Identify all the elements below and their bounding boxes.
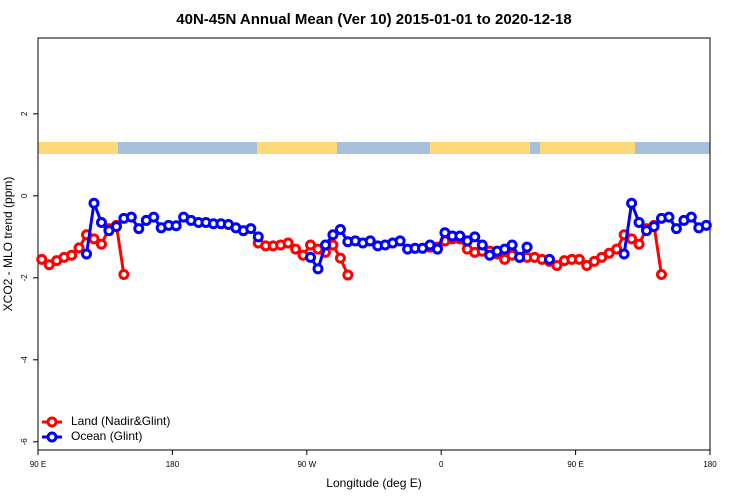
data-point xyxy=(394,235,406,247)
data-point xyxy=(543,253,555,265)
legend-marker xyxy=(46,431,58,443)
legend-marker xyxy=(46,416,58,428)
x-tick-label: 180 xyxy=(166,460,180,469)
y-tick-label: -2 xyxy=(20,274,29,282)
data-point xyxy=(685,211,697,223)
y-tick-label: -4 xyxy=(20,356,29,364)
data-point xyxy=(88,197,100,209)
data-point xyxy=(670,223,682,235)
x-axis-label: Longitude (deg E) xyxy=(326,476,421,490)
legend-label: Land (Nadir&Glint) xyxy=(71,414,170,428)
data-point xyxy=(431,243,443,255)
data-point xyxy=(95,238,107,250)
land-ocean-strip xyxy=(38,142,710,154)
data-point xyxy=(334,252,346,264)
data-point xyxy=(305,251,317,263)
y-tick-label: -6 xyxy=(20,438,29,446)
data-point xyxy=(663,211,675,223)
legend-label: Ocean (Glint) xyxy=(71,429,142,443)
data-point xyxy=(312,263,324,275)
data-point xyxy=(655,269,667,281)
y-tick-label: 2 xyxy=(20,111,29,116)
data-point xyxy=(290,243,302,255)
data-point xyxy=(73,242,85,254)
data-point xyxy=(506,239,518,251)
data-point xyxy=(611,243,623,255)
data-point xyxy=(125,211,137,223)
data-point xyxy=(319,239,331,251)
x-tick-label: 180 xyxy=(703,460,717,469)
data-point xyxy=(334,223,346,235)
x-tick-label: 90 E xyxy=(30,460,46,469)
data-point xyxy=(469,231,481,243)
data-point xyxy=(618,248,630,260)
data-point xyxy=(521,241,533,253)
data-point xyxy=(170,220,182,232)
data-point xyxy=(648,221,660,233)
chart-title: 40N-45N Annual Mean (Ver 10) 2015-01-01 … xyxy=(176,11,571,28)
x-tick-label: 90 W xyxy=(297,460,316,469)
data-point xyxy=(364,235,376,247)
data-point xyxy=(626,197,638,209)
data-point xyxy=(514,251,526,263)
data-point xyxy=(95,216,107,228)
data-point xyxy=(633,216,645,228)
data-point xyxy=(551,260,563,272)
land-strip xyxy=(38,142,118,154)
data-point xyxy=(148,211,160,223)
plot-frame xyxy=(37,37,711,451)
data-point xyxy=(633,238,645,250)
land-strip xyxy=(540,142,635,154)
data-point xyxy=(700,219,712,231)
land-strip xyxy=(257,142,337,154)
x-tick-label: 0 xyxy=(439,460,444,469)
data-point xyxy=(81,248,93,260)
data-point xyxy=(133,223,145,235)
data-point xyxy=(252,231,264,243)
data-point xyxy=(342,269,354,281)
land-strip xyxy=(430,142,530,154)
data-point xyxy=(66,249,78,261)
data-point xyxy=(245,223,257,235)
x-tick-label: 90 E xyxy=(567,460,583,469)
y-tick-label: 0 xyxy=(20,193,29,198)
data-point xyxy=(327,229,339,241)
data-point xyxy=(282,237,294,249)
data-point xyxy=(110,221,122,233)
y-axis-label: XCO2 - MLO trend (ppm) xyxy=(1,177,15,312)
data-point xyxy=(118,269,130,281)
data-point xyxy=(573,253,585,265)
data-point xyxy=(454,230,466,242)
data-point xyxy=(476,239,488,251)
data-point xyxy=(36,253,48,265)
